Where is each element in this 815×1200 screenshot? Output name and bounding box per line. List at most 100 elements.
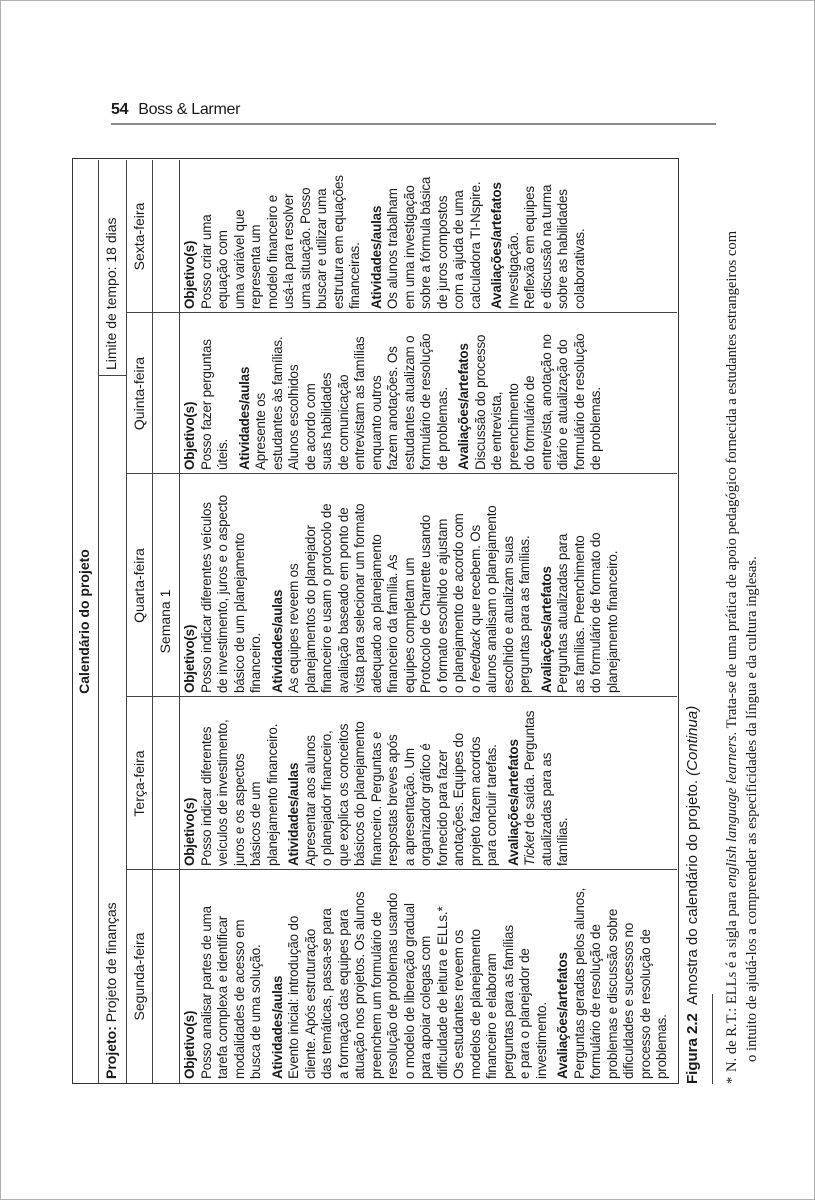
- cell-text-line: do formulário de: [522, 375, 537, 470]
- rotated-figure: Calendário do projeto Projeto: Projeto d…: [72, 158, 772, 1084]
- footnote-rule: [712, 994, 713, 1084]
- cell-text-line: de problemas.: [434, 387, 450, 470]
- cell-text-line: Reflexão em equipes: [522, 186, 537, 309]
- col-divider: [98, 375, 126, 376]
- cell-text-line: do formulário de formato do: [588, 532, 603, 693]
- day-header-sexta: Sexta-feira: [131, 202, 147, 271]
- day-header-terca: Terça-feira: [131, 750, 147, 817]
- cell-text-line: juros e os aspectos: [231, 753, 247, 866]
- day-header-quarta: Quarta-feira: [131, 548, 147, 623]
- cell-text-line: Os alunos trabalham: [385, 188, 400, 309]
- cell-text-line: equação com: [215, 230, 230, 309]
- cell-text-line: busca de uma solução.: [248, 944, 263, 1079]
- cell-text-line: organizador gráfico é: [418, 743, 433, 866]
- cell-text-line: a apresentação. Um: [401, 748, 417, 866]
- row-divider: [98, 160, 99, 1083]
- cell-text-line: modelo financeiro e: [264, 194, 280, 309]
- cell-text-line: de entrevista,: [489, 391, 504, 470]
- cell-section: Avaliações/artefatos Investigação. Reflexã…: [489, 164, 588, 309]
- cell-text-line: atuação nos projetos. Os alunos: [352, 891, 367, 1079]
- cell-text-line: atualizadas para as: [538, 752, 554, 866]
- cell-section: Avaliações/artefatos Perguntas geradas pe…: [555, 874, 671, 1079]
- cell-text-line: entrevista, anotação no: [538, 334, 554, 470]
- cell-text-line: estrutura em equações: [330, 175, 346, 309]
- cell-text-line: Perguntas geradas pelos alunos,: [571, 887, 587, 1079]
- cell-text-line: sobre a fórmula básica: [418, 176, 433, 309]
- cell-text-line: suas habilidades: [319, 372, 334, 470]
- cell-section: Objetivo(s) Posso indicar diferentes veícu…: [182, 701, 281, 866]
- section-heading: Atividades/aulas: [269, 589, 285, 693]
- cell-text-line: escolhido e atualizam suas: [500, 536, 516, 693]
- cell-text-line: financeiro. Perguntas e: [368, 731, 384, 866]
- day-cell-sexta: Objetivo(s) Posso criar uma equação com uma…: [180, 160, 678, 313]
- cell-text-line: enquanto outros: [368, 375, 384, 470]
- cell-section: Atividades/aulas Apresente os estudantes à…: [237, 317, 452, 470]
- cell-text-line: entrevistam as famílias: [352, 336, 367, 470]
- cell-text-line: veículos de investimento,: [215, 719, 230, 866]
- cell-text-line: formulário de resolução de: [588, 924, 603, 1079]
- cell-text-line: e para o planejador de: [517, 948, 532, 1079]
- cell-text-line: preenchimento: [505, 383, 521, 470]
- day-header-segunda: Segunda-feira: [131, 932, 147, 1021]
- cell-text-line: fornecido para fazer: [434, 749, 450, 866]
- project-value: Projeto de finanças: [103, 902, 119, 1023]
- cell-text-line: de juros compostos: [434, 195, 450, 309]
- section-heading: Avaliações/artefatos: [489, 182, 504, 309]
- cell-text-line: Perguntas atualizadas para: [555, 533, 570, 693]
- cell-section: Atividades/aulas Evento inicial: introduç…: [270, 874, 551, 1079]
- cell-text-line: formulário de resolução: [571, 333, 587, 470]
- cell-text-line: As equipes reveem os: [286, 563, 301, 694]
- time-limit-value: 18 dias: [103, 217, 119, 263]
- cell-text-line: financeiras.: [347, 242, 362, 309]
- project-calendar-table: Calendário do projeto Projeto: Projeto d…: [72, 158, 679, 1084]
- cell-text-line: Posso fazer perguntas: [198, 339, 214, 470]
- footnote-line-1: N. de R.T.: ELLs é a sigla para english …: [724, 231, 740, 1072]
- cell-section: Avaliações/artefatos Ticket de saída. Per…: [506, 701, 572, 866]
- cell-text-line: planejamentos do planejador: [302, 525, 318, 693]
- cell-text-line: Posso analisar partes de uma: [198, 906, 214, 1079]
- cell-text-line: para apoiar colegas com: [418, 935, 433, 1079]
- cell-text-line: o planejamento de acordo com: [451, 513, 466, 693]
- footnote-text: . Trata-se de uma prática de apoio pedag…: [724, 230, 740, 736]
- cell-text-line: anotações. Equipes do: [451, 732, 466, 866]
- day-cell-terca: Objetivo(s) Posso indicar diferentes veícu…: [180, 697, 678, 870]
- cell-text-line: Alunos escolhidos: [286, 364, 301, 470]
- section-heading: Objetivo(s): [182, 401, 197, 470]
- cell-text-line: financeiro e usam o protocolo de: [319, 503, 334, 693]
- cell-text-line: Discussão do processo: [472, 334, 488, 470]
- cell-text-line: famílias.: [555, 817, 570, 866]
- section-heading: Atividades/aulas: [286, 762, 301, 866]
- cell-text-line: Os estudantes reveem os: [451, 929, 466, 1079]
- section-heading: Objetivo(s): [182, 1010, 197, 1079]
- week-label: Semana 1: [157, 589, 173, 654]
- cell-text-line: problemas.: [654, 1014, 669, 1079]
- cell-text-line: fazem anotações. Os: [385, 346, 400, 470]
- cell-text-line: respostas breves após: [385, 734, 400, 866]
- section-heading: Atividades/aulas: [368, 205, 384, 309]
- cell-text-line: Evento inicial: introdução do: [286, 915, 301, 1079]
- cell-text-line: sobre as habilidades: [555, 189, 570, 309]
- section-heading: Atividades/aulas: [236, 366, 252, 470]
- cell-text-line: das temáticas, passa-se para: [319, 908, 334, 1079]
- cell-text-line: básicos de um: [248, 781, 263, 866]
- cell-text-line: representa um: [248, 224, 263, 309]
- cell-text-line: de investimento, juros e o aspecto: [215, 494, 230, 693]
- section-heading: Avaliações/artefatos: [555, 952, 570, 1079]
- figure-caption: Figura 2.2 Amostra do calendário do proje…: [684, 706, 701, 1084]
- cell-text-line: dificuldades e sucessos no: [621, 922, 636, 1079]
- cell-section: Objetivo(s) Posso fazer perguntas úteis.: [182, 317, 232, 470]
- cell-text-line: vista para selecionar um formato: [352, 503, 367, 693]
- cell-text-line: cliente. Após estruturação: [302, 928, 318, 1079]
- cell-text-line: em uma investigação: [401, 185, 417, 309]
- caption-text: Amostra do calendário do projeto.: [684, 780, 701, 1006]
- section-heading: Objetivo(s): [182, 624, 197, 693]
- cell-text-line: investimento.: [533, 1002, 549, 1079]
- cell-section: Atividades/aulas As equipes reveem os plan…: [270, 478, 534, 693]
- caption-label: Figura 2.2: [684, 1013, 701, 1084]
- cell-text-line: colaborativas.: [571, 228, 587, 309]
- cell-text-line: processo de resolução de: [637, 929, 653, 1079]
- cell-text-line: o formato escolhido e ajustam: [434, 518, 450, 693]
- day-cell-segunda: Objetivo(s) Posso analisar partes de uma t…: [180, 870, 678, 1083]
- cell-text-line: adequado ao planejamento: [368, 534, 384, 693]
